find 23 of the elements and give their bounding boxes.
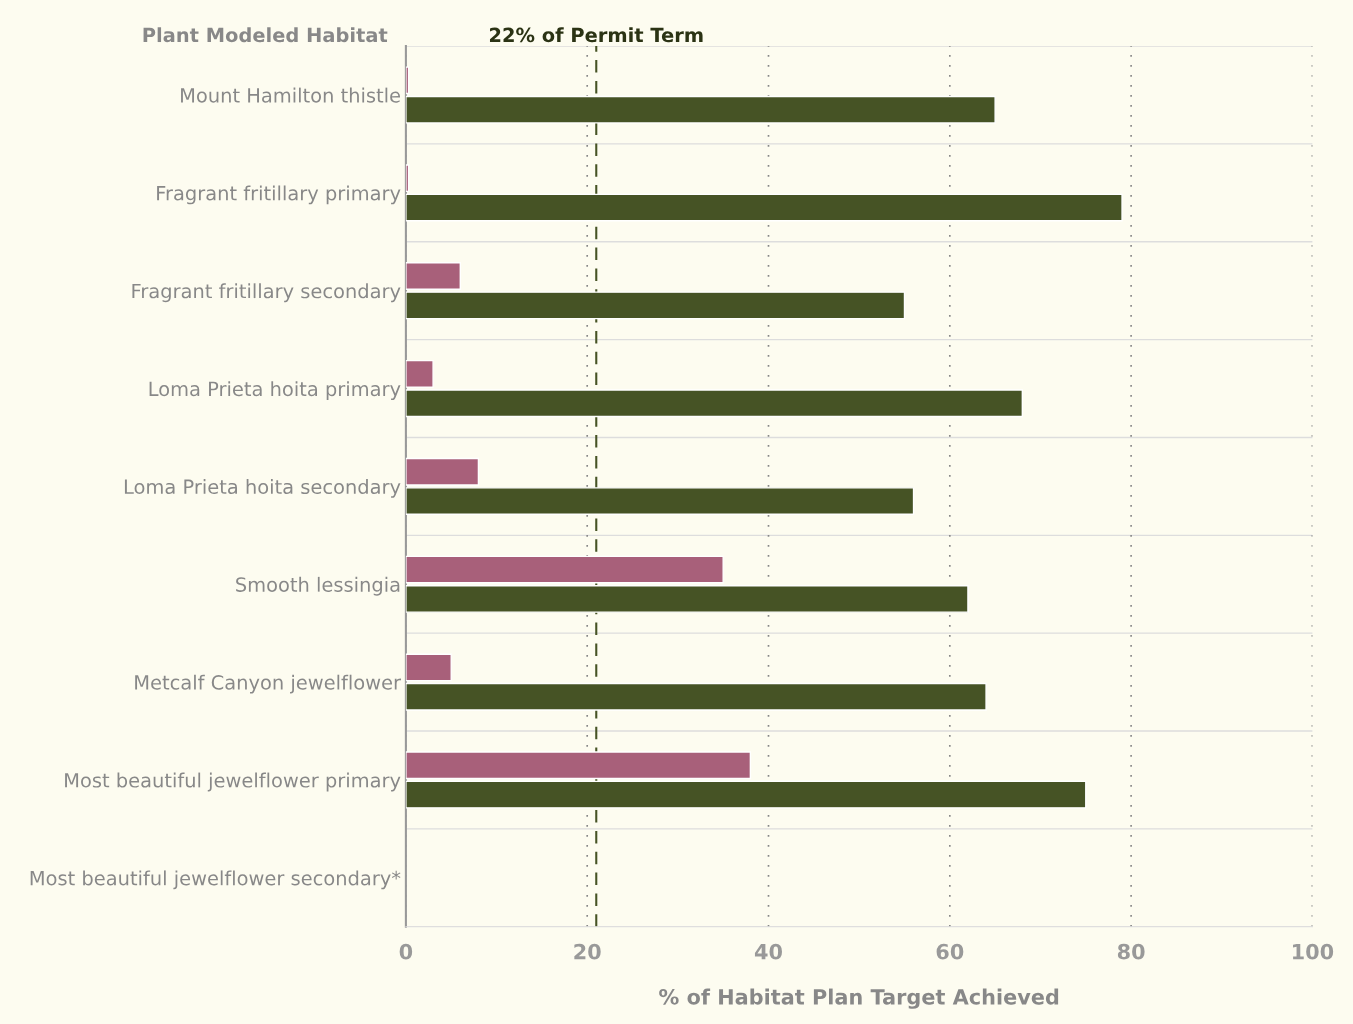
y-tick-label: Fragrant fritillary primary (157, 185, 401, 205)
y-tick-label: Loma Prieta hoita primary (149, 381, 401, 400)
y-tick-label: Most beautiful jewelflower primary (65, 772, 401, 792)
x-tick-label: 100 (1293, 943, 1334, 960)
x-tick-label: 40 (754, 943, 782, 960)
ref-line-label: 22% of Permit Term (489, 27, 703, 43)
y-tick-label: Metcalf Canyon jewelflower (135, 674, 402, 694)
x-tick-label: 60 (936, 943, 964, 960)
bar (405, 653, 452, 682)
y-tick-label: Mount Hamilton thistle (181, 87, 401, 103)
x-tick-label: 80 (1117, 943, 1145, 960)
x-tick-label: 0 (399, 943, 413, 960)
y-tick-label: Most beautiful jewelflower secondary* (30, 870, 401, 890)
bar (405, 751, 752, 780)
y-axis-title: Plant Modeled Habitat (143, 27, 388, 43)
y-tick-label: Loma Prieta hoita secondary (124, 479, 401, 498)
x-axis-title: % of Habitat Plan Target Achieved (659, 988, 1059, 1009)
y-tick-label: Smooth lessingia (236, 576, 400, 596)
bar (405, 66, 410, 95)
x-tick-label: 20 (574, 943, 601, 960)
bar (405, 555, 724, 584)
y-tick-label: Fragrant fritillary secondary (132, 283, 401, 303)
bar (405, 164, 410, 193)
